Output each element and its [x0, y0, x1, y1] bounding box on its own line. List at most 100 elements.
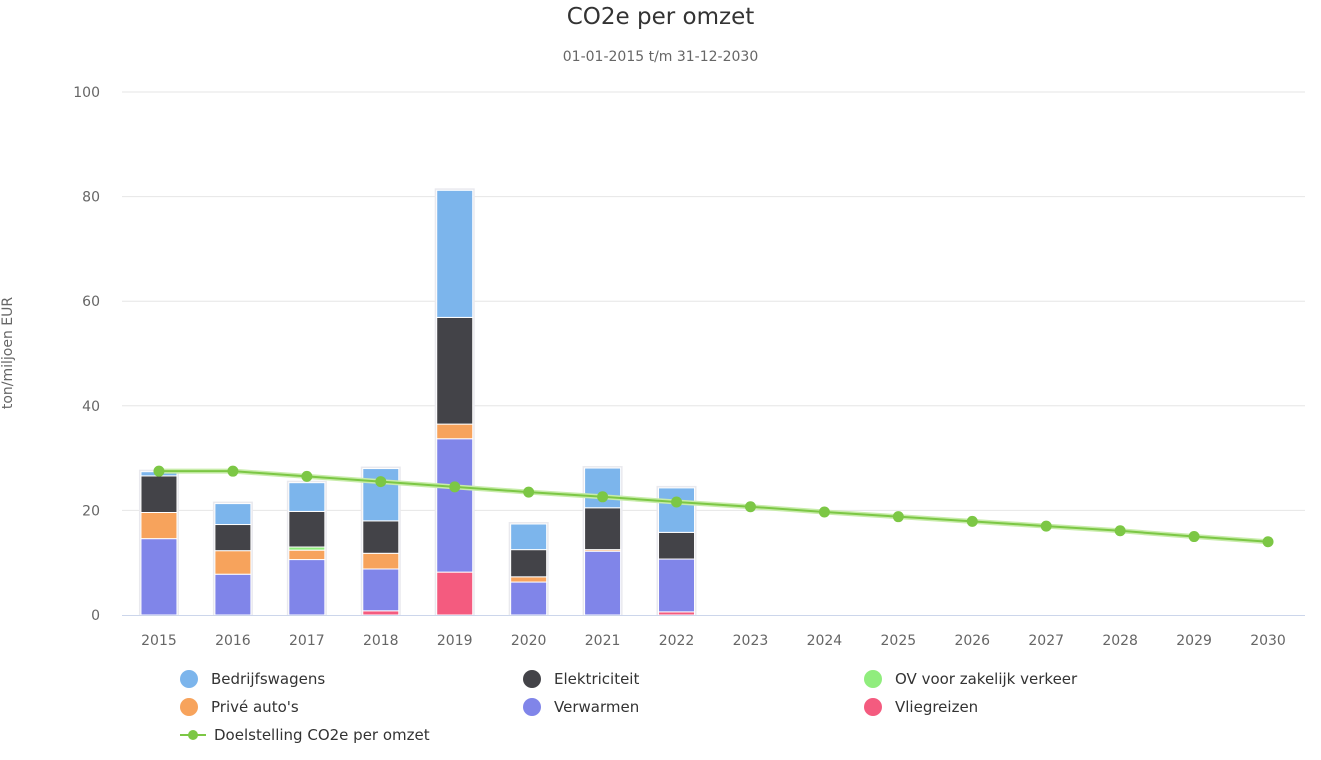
legend-label: Vliegreizen	[895, 698, 979, 716]
legend-label: OV voor zakelijk verkeer	[895, 670, 1078, 688]
x-tick-label: 2019	[437, 633, 473, 649]
y-tick-label: 20	[82, 503, 100, 519]
target-line	[153, 465, 1274, 548]
bar-segment	[362, 568, 400, 612]
legend-item[interactable]: OV voor zakelijk verkeer	[864, 670, 1077, 688]
legend-dot-icon	[180, 670, 198, 688]
target-point	[449, 481, 461, 493]
target-point	[1040, 520, 1052, 532]
y-axis: 0 20 40 60 80 100	[73, 85, 100, 624]
target-point	[1262, 536, 1274, 548]
legend-item[interactable]: Vliegreizen	[864, 698, 978, 716]
legend-item[interactable]: Doelstelling CO2e per omzet	[180, 726, 430, 744]
x-tick-label: 2025	[881, 633, 917, 649]
bar-segment	[436, 438, 474, 573]
y-tick-label: 60	[82, 294, 100, 310]
legend-dot-icon	[180, 698, 198, 716]
bar-segment	[510, 576, 548, 583]
bar-segment	[288, 510, 326, 548]
x-tick-label: 2029	[1176, 633, 1212, 649]
legend-label: Bedrijfswagens	[211, 670, 326, 688]
bar-segment	[140, 511, 178, 540]
x-tick-label: 2016	[215, 633, 251, 649]
legend-dot-icon	[864, 698, 882, 716]
y-tick-label: 100	[73, 85, 100, 101]
x-tick-label: 2018	[363, 633, 399, 649]
target-point	[818, 506, 830, 518]
target-line-path	[158, 470, 1269, 543]
y-axis-label: ton/miljoen EUR	[0, 297, 16, 410]
legend-label: Privé auto's	[211, 698, 299, 716]
legend-line-point	[188, 730, 198, 740]
bar-stacks	[138, 188, 697, 616]
chart-subtitle: 01-01-2015 t/m 31-12-2030	[562, 49, 759, 65]
bar-segment	[214, 503, 252, 526]
bar-segment	[214, 573, 252, 616]
bar-segment	[140, 475, 178, 513]
bar-segment	[288, 549, 326, 561]
chart-title: CO2e per omzet	[566, 4, 755, 30]
bar-segment	[362, 610, 400, 616]
bar-segment	[436, 189, 474, 318]
target-point	[375, 476, 387, 488]
legend-dot-icon	[523, 670, 541, 688]
bar-segment	[510, 581, 548, 616]
target-point	[301, 470, 313, 482]
bar-segment	[362, 552, 400, 570]
bar-segment	[214, 524, 252, 552]
target-point	[671, 496, 683, 508]
legend-item[interactable]: Privé auto's	[180, 698, 299, 716]
x-tick-label: 2024	[807, 633, 843, 649]
legend-item[interactable]: Bedrijfswagens	[180, 670, 325, 688]
target-point	[966, 515, 978, 527]
target-point	[744, 501, 756, 513]
target-point	[523, 486, 535, 498]
bar-segment	[584, 507, 622, 551]
bar-segment	[658, 487, 696, 533]
legend-dot-icon	[523, 698, 541, 716]
target-point	[597, 491, 609, 503]
y-tick-label: 40	[82, 399, 100, 415]
legend-dot-icon	[864, 670, 882, 688]
legend-label: Verwarmen	[554, 698, 640, 716]
legend-item[interactable]: Elektriciteit	[523, 670, 639, 688]
bar-segment	[436, 423, 474, 440]
bar-segment	[510, 549, 548, 578]
x-tick-label: 2028	[1102, 633, 1138, 649]
target-point	[1114, 525, 1126, 537]
x-tick-label: 2015	[141, 633, 177, 649]
legend-label: Elektriciteit	[554, 670, 640, 688]
x-tick-label: 2026	[954, 633, 990, 649]
x-tick-label: 2030	[1250, 633, 1286, 649]
x-tick-label: 2027	[1028, 633, 1064, 649]
legend-line-marker-icon	[180, 728, 206, 742]
target-point	[153, 465, 165, 477]
bar-segment	[510, 523, 548, 551]
x-tick-label: 2021	[585, 633, 621, 649]
bar-segment	[584, 550, 622, 616]
grid-lines	[122, 91, 1305, 511]
x-tick-label: 2017	[289, 633, 325, 649]
x-tick-label: 2022	[659, 633, 695, 649]
target-point	[1188, 531, 1200, 543]
x-axis: 2015 2016 2017 2018 2019 2020 2021 2022 2023 2024…	[122, 615, 1305, 649]
y-tick-label: 80	[82, 190, 100, 206]
bar-segment	[436, 571, 474, 616]
legend-label: Doelstelling CO2e per omzet	[214, 726, 430, 744]
bar-segment	[362, 520, 400, 554]
target-point	[227, 465, 239, 477]
bar-segment	[214, 550, 252, 575]
bar-segment	[436, 316, 474, 425]
bar-segment	[140, 538, 178, 616]
bar-segment	[658, 558, 696, 613]
bar-segment	[658, 531, 696, 560]
x-tick-label: 2023	[733, 633, 769, 649]
target-point	[892, 511, 904, 523]
x-tick-label: 2020	[511, 633, 547, 649]
bar-segment	[288, 482, 326, 512]
y-tick-label: 0	[91, 608, 100, 624]
legend-item[interactable]: Verwarmen	[523, 698, 639, 716]
bar-segment	[288, 559, 326, 616]
